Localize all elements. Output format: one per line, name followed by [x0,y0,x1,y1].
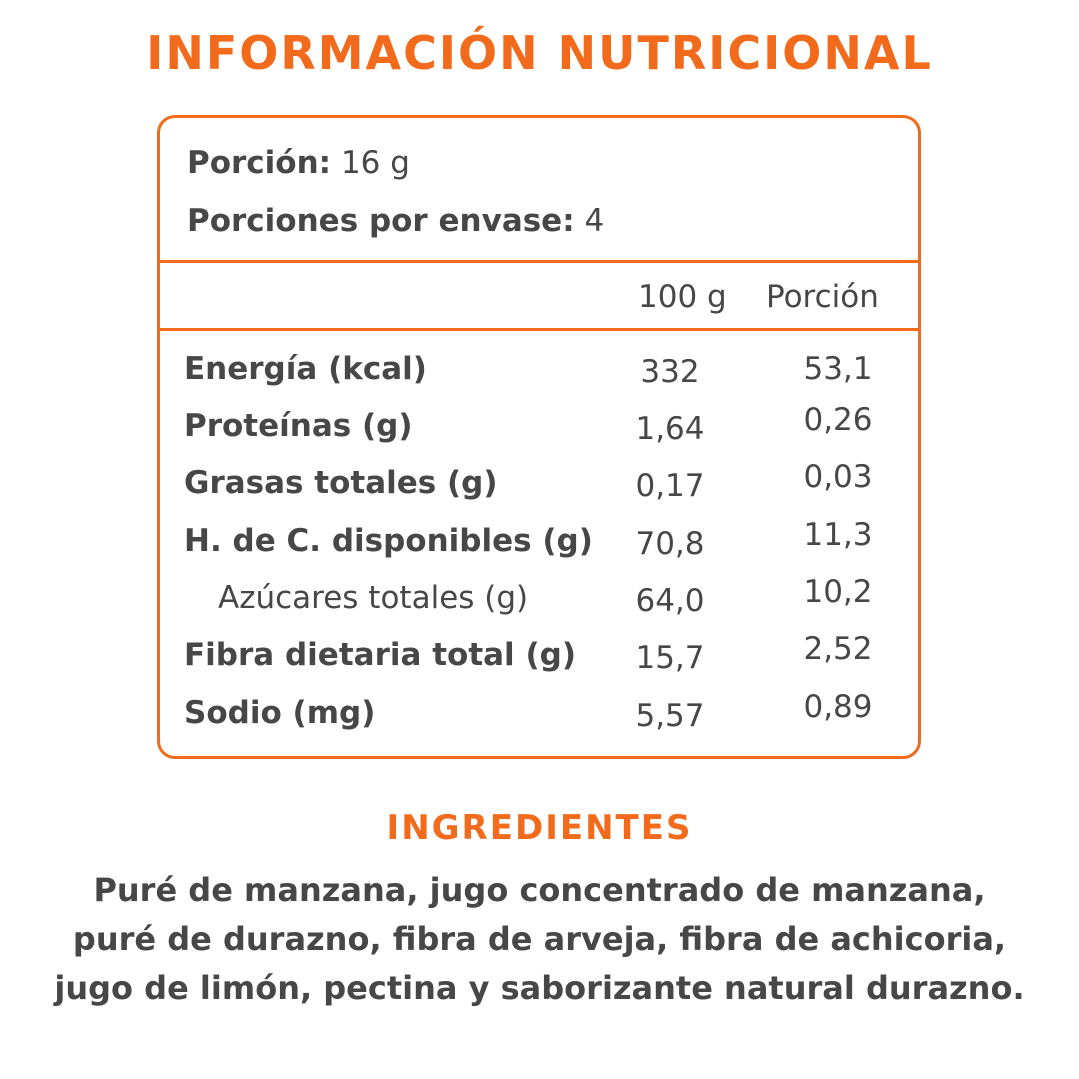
nutrient-row-protein: Proteínas (g) 1,64 0,26 [160,402,918,458]
nutrient-value-portion: 2,52 [803,631,873,667]
nutrient-name: Fibra dietaria total (g) [184,637,576,673]
nutrient-row-fat: Grasas totales (g) 0,17 0,03 [160,459,918,515]
servings-per-container-value: 4 [584,203,605,239]
servings-per-container: Porciones por envase: 4 [187,203,604,239]
divider [157,328,921,331]
divider [157,260,921,263]
servings-per-container-label: Porciones por envase: [187,203,575,239]
nutrient-row-sodium: Sodio (mg) 5,57 0,89 [160,689,918,745]
serving-size: Porción: 16 g [187,145,410,181]
nutrient-row-energy: Energía (kcal) 332 53,1 [160,351,918,401]
nutrient-value-100g: 15,7 [635,640,705,676]
serving-size-value: 16 g [340,145,410,181]
nutrient-name: H. de C. disponibles (g) [184,523,593,559]
nutrient-value-portion: 53,1 [803,351,873,387]
column-header-portion: Porción [766,279,879,315]
serving-size-label: Porción: [187,145,332,181]
nutrition-facts-panel: Porción: 16 g Porciones por envase: 4 10… [157,115,921,759]
nutrient-value-portion: 0,89 [803,689,873,725]
ingredients-line: Puré de manzana, jugo concentrado de man… [93,871,986,909]
nutrient-name: Proteínas (g) [184,408,413,444]
nutrient-value-100g: 5,57 [635,698,705,734]
nutrient-value-portion: 0,03 [803,459,873,495]
nutrient-value-portion: 0,26 [803,402,873,438]
nutrient-value-100g: 332 [640,354,700,390]
nutrient-value-100g: 64,0 [635,583,705,619]
nutrient-value-portion: 10,2 [803,574,873,610]
nutrient-value-100g: 1,64 [635,411,705,447]
column-header-100g: 100 g [638,279,727,315]
ingredients-title: INGREDIENTES [386,808,693,848]
ingredients-line: puré de durazno, fibra de arveja, fibra … [72,920,1007,958]
ingredients-line: jugo de limón, pectina y saborizante nat… [54,969,1025,1007]
nutrient-name: Azúcares totales (g) [218,580,529,616]
ingredients-list: Puré de manzana, jugo concentrado de man… [30,866,1049,1013]
nutrient-name: Sodio (mg) [184,695,376,731]
nutrient-row-sugars: Azúcares totales (g) 64,0 10,2 [160,574,918,630]
nutrient-value-100g: 0,17 [635,468,705,504]
nutrient-row-fiber: Fibra dietaria total (g) 15,7 2,52 [160,631,918,687]
nutrient-value-portion: 11,3 [803,517,873,553]
nutrient-row-carbohydrates: H. de C. disponibles (g) 70,8 11,3 [160,517,918,573]
nutrient-value-100g: 70,8 [635,526,705,562]
nutrition-info-title: INFORMACIÓN NUTRICIONAL [146,26,933,80]
nutrient-name: Energía (kcal) [184,351,427,387]
nutrient-name: Grasas totales (g) [184,465,498,501]
